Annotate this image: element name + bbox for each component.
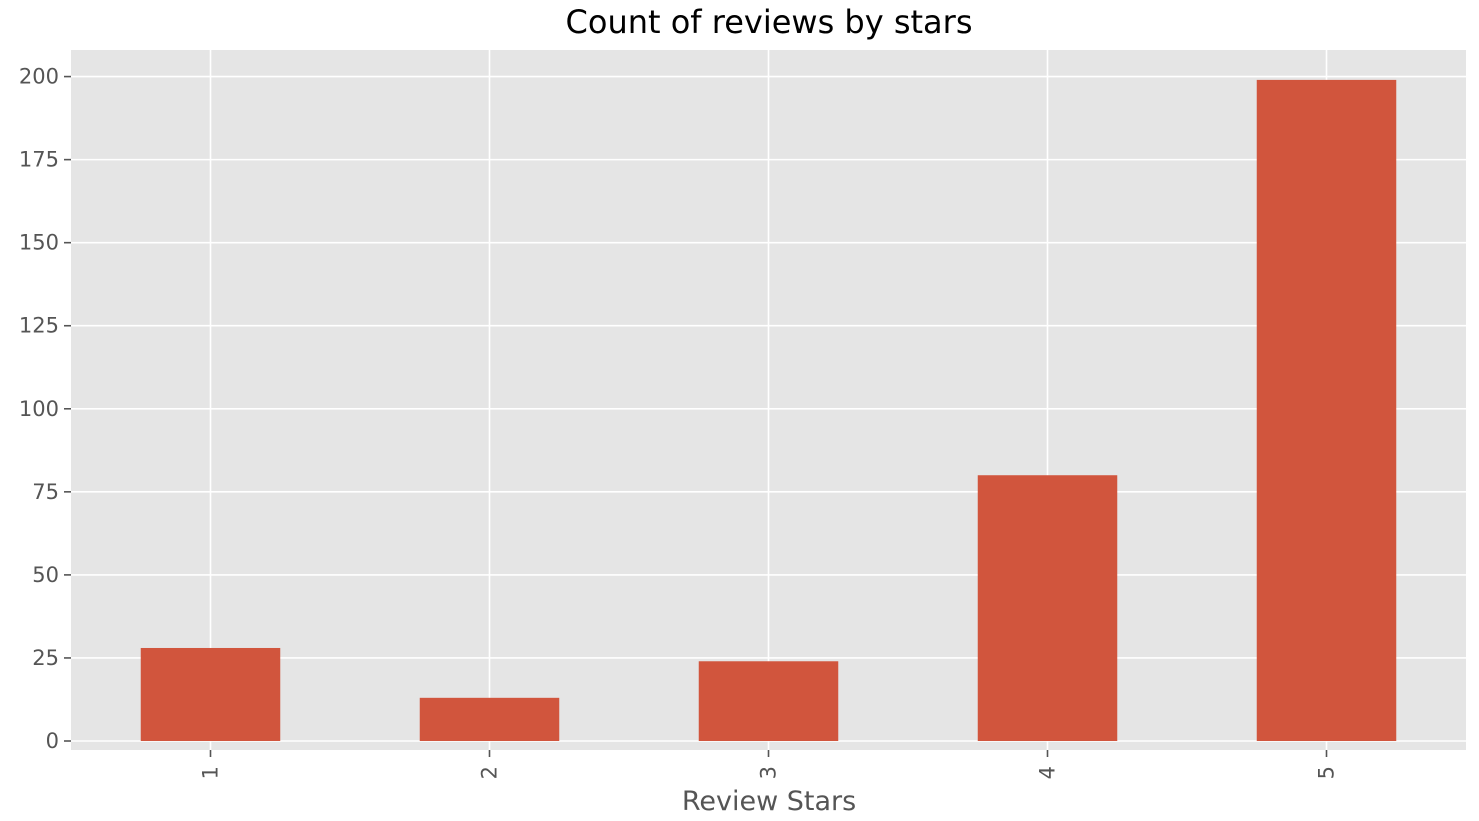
bar-2 <box>419 697 560 741</box>
bar-4 <box>977 475 1118 741</box>
x-tick-label-3: 3 <box>757 766 781 779</box>
chart-title: Count of reviews by stars <box>566 3 973 41</box>
bar-5 <box>1256 79 1397 741</box>
y-tick-label-200: 200 <box>19 65 59 89</box>
bar-3 <box>698 661 839 741</box>
x-axis-ticks: 1 2 3 4 5 <box>199 750 1339 779</box>
bar-1 <box>140 647 281 741</box>
y-tick-label-125: 125 <box>19 314 59 338</box>
y-tick-label-75: 75 <box>32 480 59 504</box>
bars <box>140 79 1397 741</box>
x-tick-label-5: 5 <box>1315 766 1339 779</box>
y-tick-label-25: 25 <box>32 646 59 670</box>
y-tick-label-50: 50 <box>32 563 59 587</box>
y-tick-label-175: 175 <box>19 148 59 172</box>
grid-lines <box>71 50 1466 750</box>
y-tick-label-150: 150 <box>19 231 59 255</box>
x-tick-label-1: 1 <box>199 766 223 779</box>
x-axis-label: Review Stars <box>682 786 856 817</box>
y-tick-label-0: 0 <box>46 729 59 753</box>
y-tick-label-100: 100 <box>19 397 59 421</box>
x-tick-label-2: 2 <box>478 766 502 779</box>
x-tick-label-4: 4 <box>1036 766 1060 779</box>
y-axis-ticks: 0 25 50 75 100 125 150 175 200 <box>19 65 71 753</box>
